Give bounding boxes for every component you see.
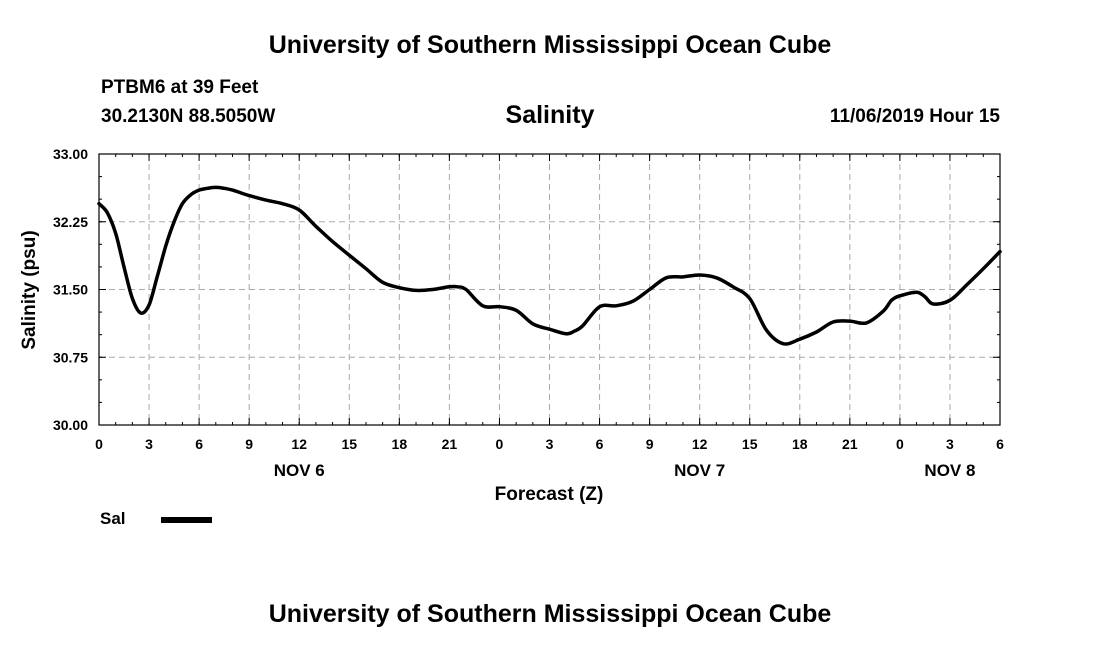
y-tick-label: 31.50: [53, 282, 88, 298]
x-tick-label: 3: [546, 436, 554, 452]
series-layer: [97, 185, 1002, 346]
x-tick-label: 15: [341, 436, 357, 452]
legend-label: Sal: [100, 509, 126, 528]
station-label: PTBM6 at 39 Feet: [101, 77, 259, 98]
x-tick-label: 0: [95, 436, 103, 452]
date-label: NOV 7: [674, 461, 725, 480]
x-tick-label: 3: [946, 436, 954, 452]
y-tick-label: 30.00: [53, 417, 88, 433]
x-tick-label: 21: [442, 436, 458, 452]
y-tick-label: 32.25: [53, 214, 88, 230]
series-line-sal: [97, 185, 1002, 346]
axis-ticks: [98, 153, 1001, 426]
x-axis-label: Forecast (Z): [495, 484, 604, 505]
x-tick-label: 12: [291, 436, 307, 452]
x-tick-label: 6: [996, 436, 1004, 452]
x-tick-label: 0: [496, 436, 504, 452]
date-label: NOV 8: [924, 461, 975, 480]
x-tick-label: 18: [392, 436, 408, 452]
y-tick-label: 33.00: [53, 146, 88, 162]
x-tick-label: 21: [842, 436, 858, 452]
y-tick-label: 30.75: [53, 349, 88, 365]
report-title-top: University of Southern Mississippi Ocean…: [268, 31, 832, 59]
y-axis-label: Salinity (psu): [19, 230, 40, 349]
x-tick-label: 9: [646, 436, 654, 452]
x-tick-label: 0: [896, 436, 904, 452]
x-tick-label: 6: [195, 436, 203, 452]
x-tick-label: 12: [692, 436, 708, 452]
tick-labels: 30.00 30.75 31.50 32.25 33.00 0 3 6 9 12 15 18 21 0 3 6…: [53, 146, 1004, 480]
legend-line-swatch: [161, 517, 212, 523]
x-tick-label: 6: [596, 436, 604, 452]
grid: [99, 154, 1000, 425]
x-tick-label: 18: [792, 436, 808, 452]
forecast-datetime: 11/06/2019 Hour 15: [829, 106, 1000, 127]
coordinates-label: 30.2130N 88.5050W: [101, 106, 276, 127]
chart-title: Salinity: [505, 101, 595, 129]
x-tick-label: 9: [245, 436, 253, 452]
date-label: NOV 6: [274, 461, 325, 480]
report-title-bottom: University of Southern Mississippi Ocean…: [268, 600, 832, 628]
x-tick-label: 15: [742, 436, 758, 452]
x-tick-label: 3: [145, 436, 153, 452]
